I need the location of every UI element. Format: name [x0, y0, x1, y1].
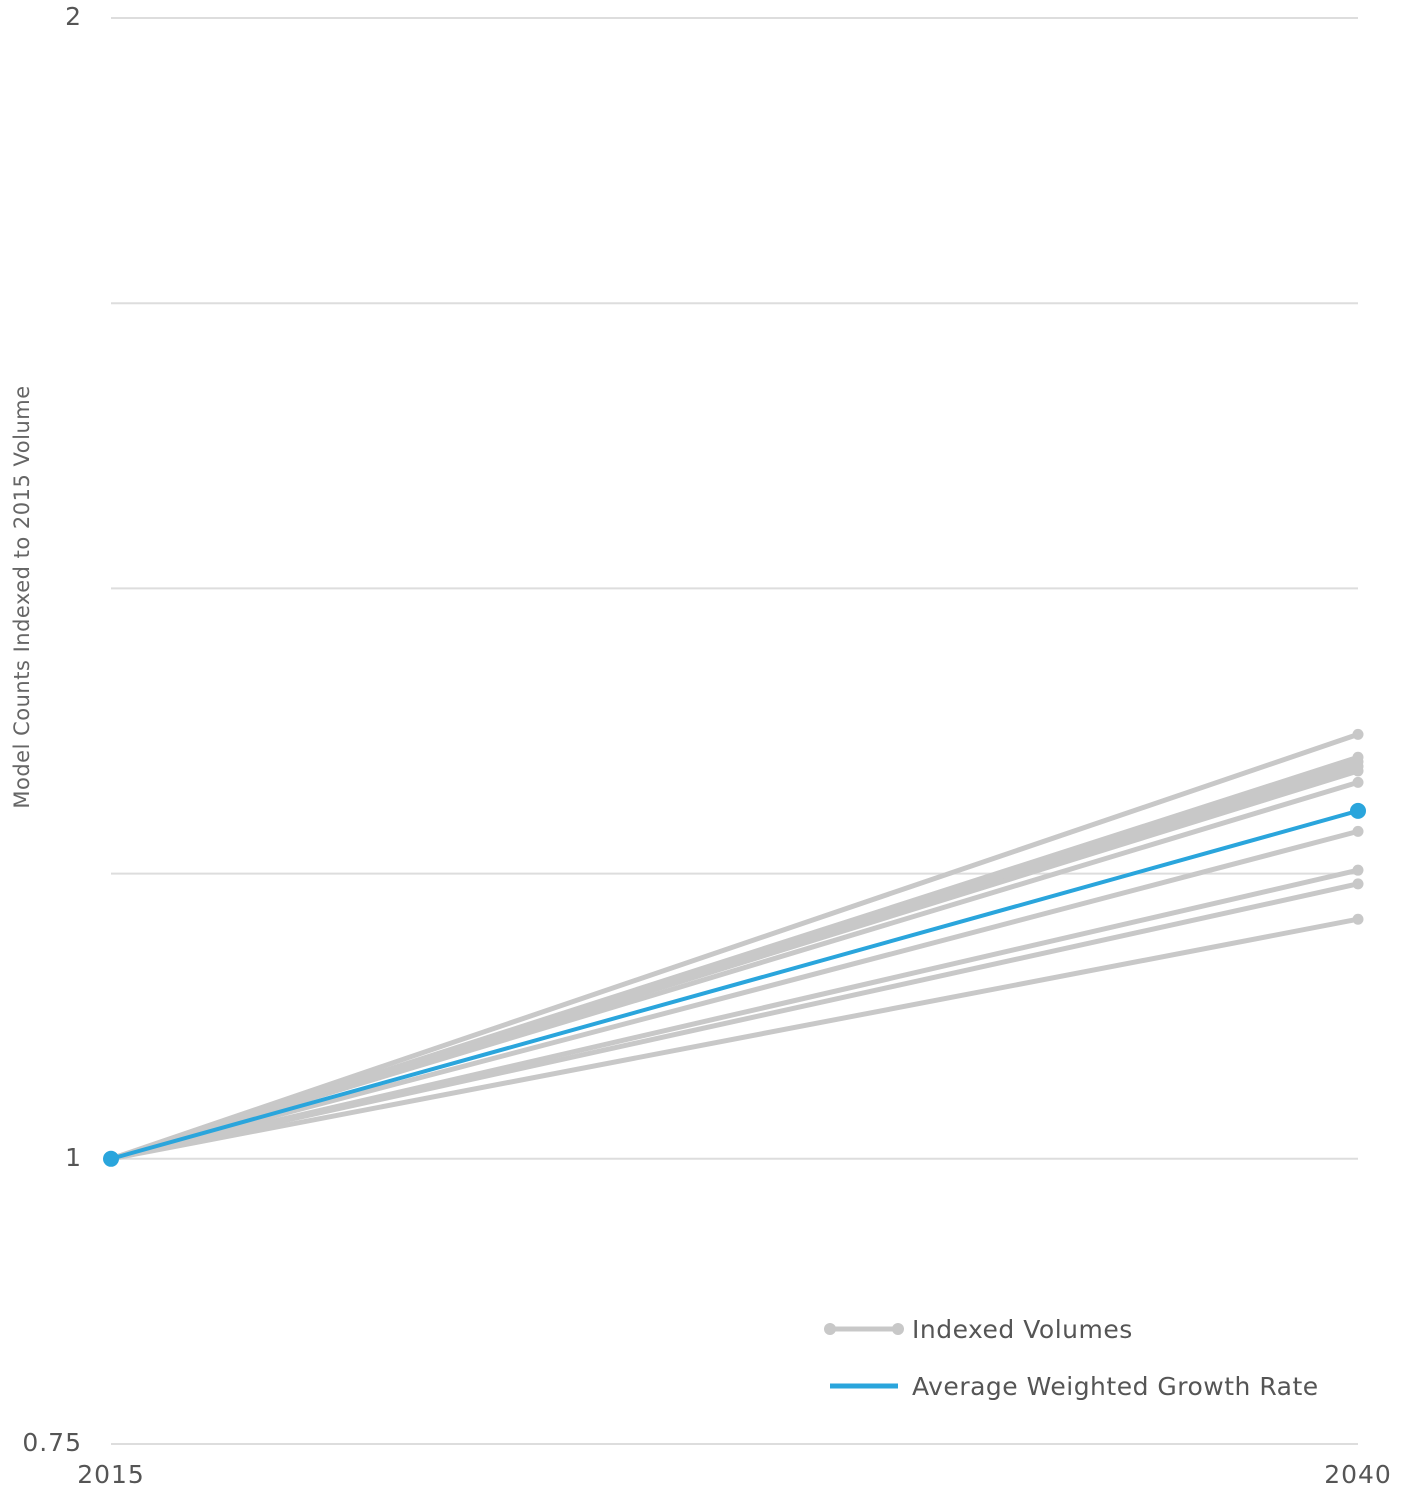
y-axis-title: Model Counts Indexed to 2015 Volume [10, 385, 34, 809]
indexed-point [1352, 776, 1364, 788]
series-average-weighted-growth-rate [103, 802, 1366, 1167]
gridlines [111, 17, 1358, 1445]
series-indexed-volume [105, 825, 1364, 1165]
average-point [103, 1150, 119, 1167]
average-point [1350, 802, 1366, 819]
y-tick-label: 0.75 [22, 1428, 82, 1457]
indexed-point [1352, 765, 1364, 777]
y-tick-label: 1 [65, 1142, 82, 1172]
legend-item-indexed-volumes: Indexed Volumes [800, 1310, 1360, 1350]
x-tick-label: 2040 [1324, 1460, 1392, 1489]
indexed-point [1352, 864, 1364, 876]
indexed-line [108, 779, 1361, 1162]
legend: Indexed Volumes Average Weighted Growth … [800, 1300, 1360, 1420]
legend-label-indexed: Indexed Volumes [912, 1315, 1133, 1344]
indexed-line [108, 828, 1361, 1162]
indexed-line [108, 916, 1361, 1162]
average-line [109, 808, 1360, 1161]
legend-swatch-average [830, 1383, 898, 1389]
indexed-point [1352, 825, 1364, 837]
indexed-point [1352, 878, 1364, 890]
indexed-point [1352, 728, 1364, 740]
legend-marker-indexed-start [824, 1323, 836, 1335]
indexed-point [1352, 913, 1364, 925]
legend-marker-indexed-end [892, 1323, 904, 1335]
indexed-line [108, 731, 1361, 1162]
legend-label-average: Average Weighted Growth Rate [912, 1372, 1319, 1401]
legend-swatch-indexed [824, 1323, 904, 1335]
indexed-line [108, 881, 1361, 1162]
series-lines [103, 728, 1366, 1167]
x-tick-label: 2015 [77, 1460, 145, 1489]
legend-item-average: Average Weighted Growth Rate [800, 1367, 1360, 1407]
y-tick-label: 2 [65, 2, 82, 31]
series-indexed-volume [105, 913, 1364, 1165]
